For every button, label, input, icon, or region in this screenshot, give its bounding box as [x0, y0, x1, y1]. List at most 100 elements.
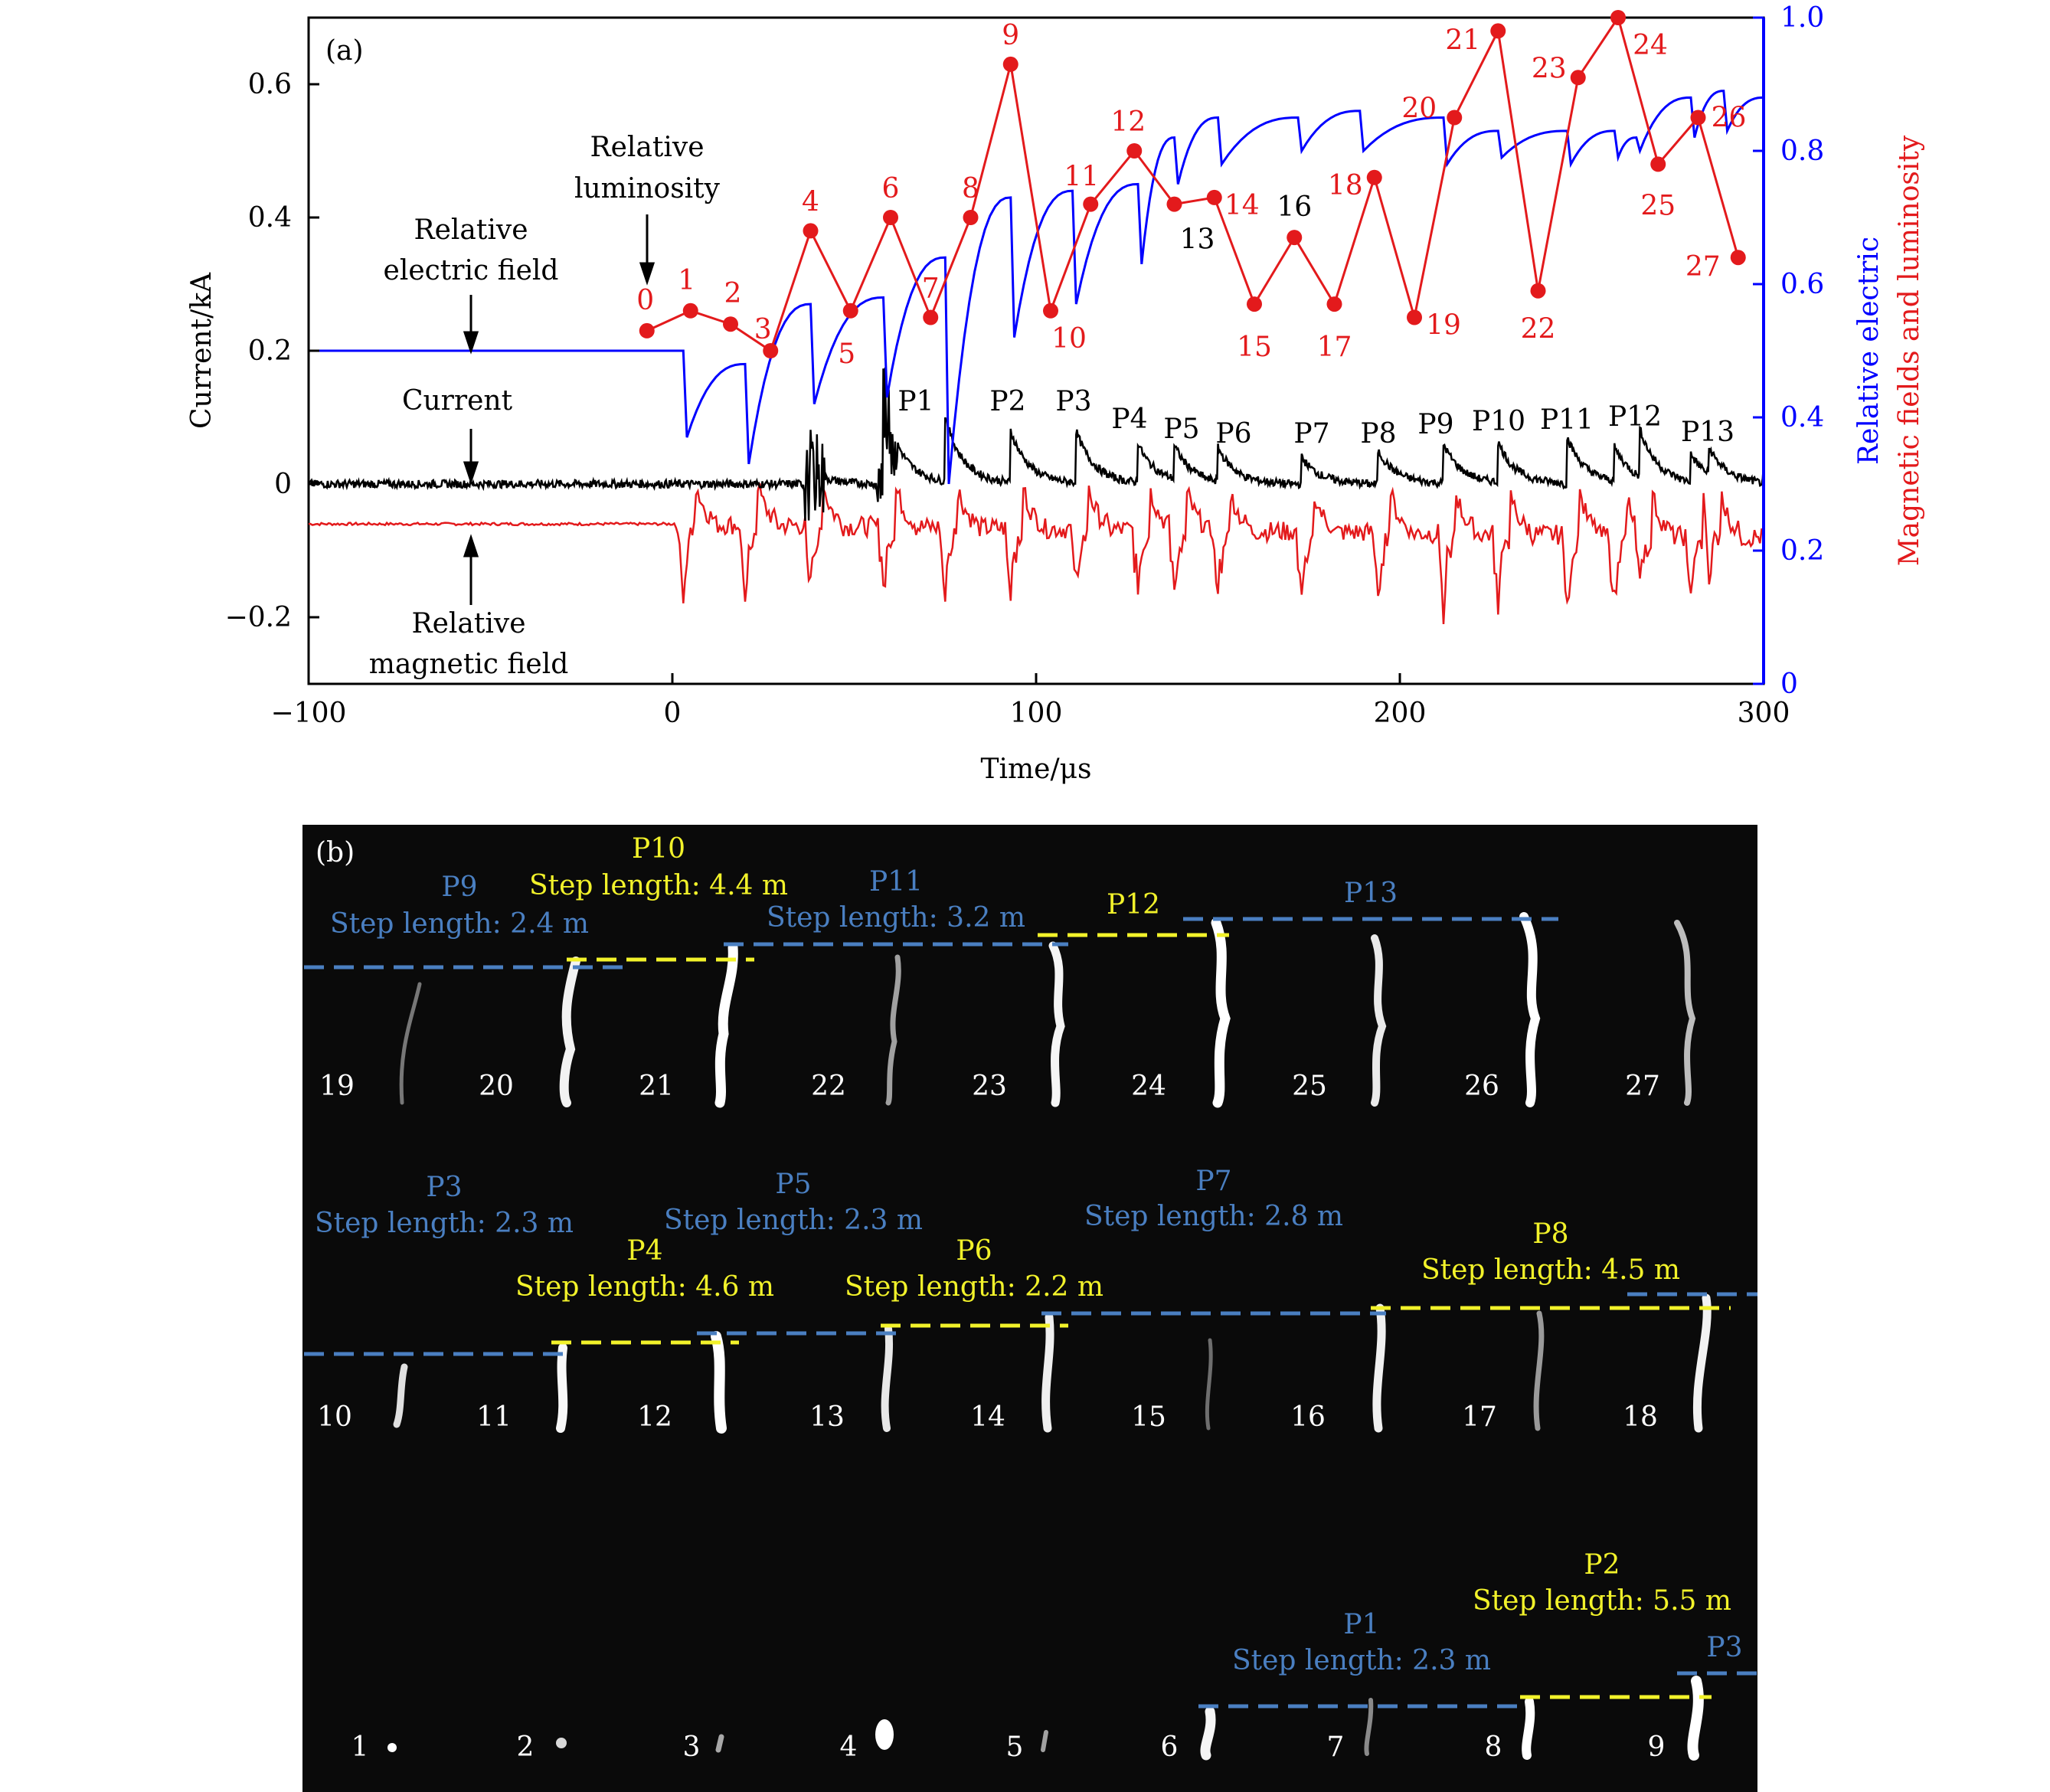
- luminosity-point: [923, 309, 939, 325]
- y-left-tick-label: 0.6: [248, 69, 292, 100]
- luminosity-point-label: 0: [636, 285, 654, 316]
- leader-blob: [556, 1738, 567, 1748]
- frame-number: 23: [972, 1071, 1007, 1102]
- step-pulse-label: P3: [1706, 1632, 1742, 1663]
- pulse-label: P9: [1417, 409, 1453, 440]
- luminosity-arrowhead: [639, 262, 656, 286]
- step-length-label: Step length: 2.3 m: [1232, 1645, 1491, 1676]
- leader-channel: [1687, 1676, 1704, 1761]
- luminosity-point-label: 23: [1532, 53, 1567, 84]
- leader-channel: [1522, 1697, 1535, 1760]
- leader-channel: [1364, 1698, 1374, 1756]
- step-pulse-label: P5: [775, 1169, 811, 1200]
- y-left-tick-label: −0.2: [225, 602, 292, 633]
- luminosity-point: [1530, 283, 1546, 299]
- step-length-label: Step length: 4.4 m: [529, 870, 788, 901]
- luminosity-point: [1126, 143, 1143, 159]
- x-tick-label: 300: [1738, 698, 1790, 729]
- step-length-label: Step length: 2.4 m: [330, 908, 589, 940]
- y-right-tick-label: 0.4: [1780, 402, 1824, 433]
- leader-channel: [1041, 1730, 1048, 1752]
- y-left-label: Current/kA: [186, 272, 217, 429]
- leader-channel: [559, 956, 580, 1107]
- luminosity-point-label: 21: [1445, 25, 1480, 56]
- pulse-label: P12: [1608, 401, 1662, 433]
- pulse-label: P6: [1215, 418, 1251, 450]
- luminosity-point-label: 10: [1051, 323, 1087, 355]
- leader-channel: [885, 954, 901, 1106]
- frame-number: 2: [517, 1732, 535, 1763]
- luminosity-point: [1366, 169, 1382, 185]
- series-layer: 01 23456789101112131415161718192021222324…: [308, 10, 1765, 624]
- leader-blob: [387, 1743, 397, 1752]
- y-left-tick-label: 0.2: [248, 335, 292, 367]
- panel-b-image: (b): [302, 825, 1757, 1792]
- bfield-arrowhead: [463, 534, 479, 558]
- panel-b-label: (b): [316, 837, 355, 868]
- magnetic-field-line: [308, 482, 1765, 624]
- leader-channel: [1041, 1313, 1054, 1433]
- y-left-tick-label: 0.4: [248, 202, 292, 234]
- frame-number: 7: [1327, 1732, 1345, 1763]
- luminosity-point: [883, 210, 898, 225]
- leader-channel: [714, 942, 738, 1108]
- luminosity-point: [639, 322, 655, 338]
- luminosity-point: [1002, 56, 1018, 72]
- luminosity-point-label: 5: [838, 338, 855, 370]
- luminosity-point: [1043, 302, 1058, 319]
- luminosity-point: [1326, 296, 1342, 312]
- luminosity-point-label: 13: [1180, 224, 1215, 256]
- luminosity-point: [1407, 309, 1422, 325]
- frame-number: 12: [637, 1401, 672, 1433]
- step-pulse-label: P13: [1344, 878, 1398, 909]
- pulse-label: P13: [1681, 417, 1734, 448]
- step-pulse-label: P6: [956, 1235, 992, 1267]
- luminosity-point-label: 17: [1317, 332, 1352, 363]
- pulse-label: P11: [1540, 404, 1594, 436]
- x-tick-label: −100: [271, 698, 347, 729]
- step-pulse-label: P9: [441, 871, 477, 903]
- frame-number: 18: [1623, 1401, 1658, 1433]
- step-length-label: Step length: 4.5 m: [1421, 1254, 1680, 1286]
- efield-arrowhead: [463, 331, 479, 355]
- step-pulse-label: P3: [426, 1172, 462, 1203]
- luminosity-point: [1690, 110, 1706, 126]
- step-pulse-label: P8: [1532, 1218, 1568, 1250]
- x-tick-label: 0: [664, 698, 682, 729]
- luminosity-point: [963, 210, 979, 225]
- y-right-tick-label: 0.6: [1780, 269, 1824, 300]
- luminosity-point: [763, 343, 779, 358]
- luminosity-point: [1650, 156, 1666, 172]
- leader-channel: [1211, 917, 1231, 1108]
- panel-a-label: (a): [325, 35, 364, 67]
- luminosity-point: [803, 223, 819, 239]
- step-length-label: Step length: 3.2 m: [767, 902, 1025, 934]
- frame-number: 24: [1131, 1071, 1166, 1102]
- luminosity-point-label: 1: [678, 265, 695, 296]
- leader-channel: [711, 1331, 727, 1434]
- annotation-arrows: [463, 214, 656, 605]
- y-right-tick-label: 0.2: [1780, 535, 1824, 567]
- luminosity-point-label: 12: [1110, 106, 1146, 138]
- step-length-label: Step length: 2.3 m: [315, 1208, 574, 1239]
- pulse-label: P7: [1293, 418, 1329, 450]
- bfield-annotation-line2: magnetic field: [369, 649, 569, 680]
- luminosity-point-label: 14: [1224, 190, 1260, 221]
- luminosity-point: [1287, 230, 1303, 246]
- luminosity-point-label: 26: [1712, 103, 1747, 134]
- luminosity-point-label: 7: [922, 273, 940, 305]
- step-pulse-label: P10: [632, 833, 685, 865]
- frame-number: 1: [351, 1732, 369, 1763]
- luminosity-annotation-line2: luminosity: [574, 173, 721, 204]
- frame-number: 6: [1161, 1732, 1179, 1763]
- leader-channel: [1674, 920, 1696, 1106]
- step-pulse-label: P2: [1584, 1549, 1620, 1581]
- pulse-label: P5: [1163, 414, 1199, 445]
- leader-channel: [556, 1343, 568, 1433]
- step-pulse-label: P11: [869, 866, 923, 898]
- x-axis-label: Time/μs: [981, 754, 1092, 785]
- luminosity-point: [1083, 196, 1099, 212]
- luminosity-point: [842, 302, 858, 319]
- y-left-tick-label: 0: [274, 469, 292, 500]
